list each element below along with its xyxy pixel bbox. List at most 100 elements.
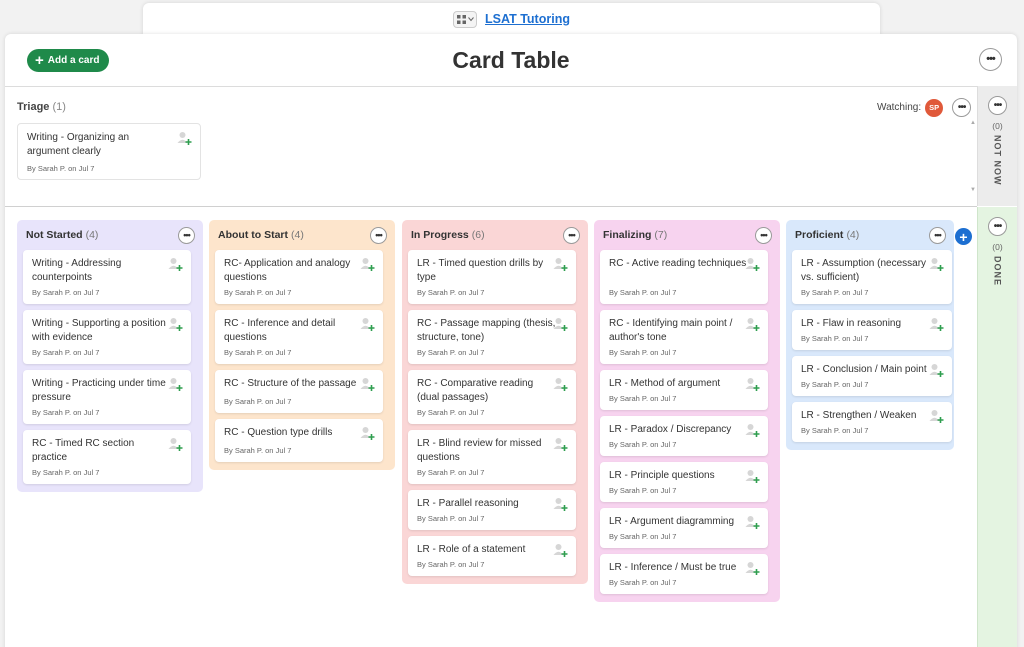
- card[interactable]: LR - Flaw in reasoning By Sarah P. on Jul…: [792, 310, 952, 350]
- card-title: RC- Application and analogy questions: [224, 258, 351, 283]
- add-assignee-icon[interactable]: [744, 376, 760, 392]
- scroll-up-arrow[interactable]: ▲: [970, 120, 976, 126]
- card[interactable]: Writing - Addressing counterpoints By Sar…: [23, 250, 191, 304]
- card-title: LR - Inference / Must be true: [609, 562, 737, 573]
- add-assignee-icon[interactable]: [744, 514, 760, 530]
- card[interactable]: RC - Question type drills By Sarah P. on …: [215, 419, 383, 462]
- card-title: Writing - Supporting a position with evi…: [32, 318, 166, 343]
- card[interactable]: RC - Active reading techniques By Sarah P…: [600, 250, 768, 304]
- not-now-label: NOT NOW: [992, 135, 1003, 186]
- watching-label: Watching:: [877, 102, 922, 113]
- add-assignee-icon[interactable]: [167, 256, 183, 272]
- add-assignee-icon[interactable]: [928, 256, 944, 272]
- column-count: (4): [846, 229, 860, 241]
- column-header: Not Started (4) •••: [23, 220, 197, 250]
- add-assignee-icon[interactable]: [744, 256, 760, 272]
- add-assignee-icon[interactable]: [744, 468, 760, 484]
- card[interactable]: LR - Blind review for missed questions By…: [408, 430, 576, 484]
- card-table-panel: + Add a card Card Table ••• Triage (1) W…: [5, 34, 1017, 647]
- add-card-button[interactable]: + Add a card: [27, 49, 110, 72]
- card[interactable]: Writing - Organizing an argument clearly…: [17, 123, 201, 180]
- card[interactable]: LR - Principle questions By Sarah P. on J…: [600, 462, 768, 502]
- card-title: RC - Passage mapping (thesis, structure,…: [417, 318, 556, 343]
- card[interactable]: RC - Identifying main point / author's t…: [600, 310, 768, 364]
- card-meta: By Sarah P. on Jul 7: [609, 440, 677, 449]
- not-now-options-button[interactable]: •••: [988, 96, 1007, 115]
- column-options-button[interactable]: •••: [178, 227, 195, 244]
- column-options-button[interactable]: •••: [755, 227, 772, 244]
- card[interactable]: LR - Role of a statement By Sarah P. on J…: [408, 536, 576, 576]
- add-assignee-icon[interactable]: [552, 436, 568, 452]
- card-meta: By Sarah P. on Jul 7: [609, 394, 677, 403]
- card[interactable]: LR - Argument diagramming By Sarah P. on …: [600, 508, 768, 548]
- options-button[interactable]: •••: [979, 48, 1002, 71]
- view-switcher-button[interactable]: [453, 10, 478, 28]
- add-assignee-icon[interactable]: [552, 496, 568, 512]
- card[interactable]: LR - Timed question drills by type By Sar…: [408, 250, 576, 304]
- card[interactable]: RC - Structure of the passage By Sarah P.…: [215, 370, 383, 413]
- add-assignee-icon[interactable]: [359, 425, 375, 441]
- card[interactable]: Writing - Supporting a position with evi…: [23, 310, 191, 364]
- card[interactable]: LR - Strengthen / Weaken By Sarah P. on J…: [792, 402, 952, 442]
- watching-indicator: Watching: SP •••: [877, 98, 972, 117]
- not-now-column[interactable]: ••• (0) NOT NOW: [977, 86, 1017, 206]
- card-meta: By Sarah P. on Jul 7: [417, 348, 485, 357]
- add-assignee-icon[interactable]: [552, 256, 568, 272]
- add-assignee-icon[interactable]: [744, 316, 760, 332]
- card[interactable]: RC - Passage mapping (thesis, structure,…: [408, 310, 576, 364]
- add-assignee-icon[interactable]: [552, 316, 568, 332]
- column-count: (4): [85, 229, 99, 241]
- add-assignee-icon[interactable]: [359, 256, 375, 272]
- add-assignee-icon[interactable]: [928, 362, 944, 378]
- card[interactable]: RC - Comparative reading (dual passages)…: [408, 370, 576, 424]
- project-tab: LSAT Tutoring: [143, 3, 880, 35]
- card-meta: By Sarah P. on Jul 7: [417, 288, 485, 297]
- card-meta: By Sarah P. on Jul 7: [609, 486, 677, 495]
- add-assignee-icon[interactable]: [167, 436, 183, 452]
- column-not-started: Not Started (4) ••• Writing - Addressing co…: [17, 220, 203, 492]
- plus-icon: +: [959, 228, 968, 245]
- triage-options-button[interactable]: •••: [952, 98, 972, 117]
- add-assignee-icon[interactable]: [167, 316, 183, 332]
- add-assignee-icon[interactable]: [167, 376, 183, 392]
- avatar[interactable]: SP: [925, 98, 944, 117]
- ellipsis-icon: •••: [375, 230, 383, 240]
- card-meta: By Sarah P. on Jul 7: [224, 446, 292, 455]
- column-options-button[interactable]: •••: [563, 227, 580, 244]
- ellipsis-icon: •••: [993, 99, 1002, 111]
- add-assignee-icon[interactable]: [176, 130, 192, 146]
- card[interactable]: LR - Inference / Must be true By Sarah P.…: [600, 554, 768, 594]
- chevron-down-icon: [467, 17, 474, 22]
- card[interactable]: RC- Application and analogy questions By …: [215, 250, 383, 304]
- add-assignee-icon[interactable]: [359, 316, 375, 332]
- column-options-button[interactable]: •••: [370, 227, 387, 244]
- add-assignee-icon[interactable]: [552, 542, 568, 558]
- add-assignee-icon[interactable]: [928, 316, 944, 332]
- card-title: Writing - Practicing under time pressure: [32, 378, 166, 403]
- column-options-button[interactable]: •••: [929, 227, 946, 244]
- page-title: Card Table: [452, 47, 570, 73]
- card[interactable]: LR - Parallel reasoning By Sarah P. on Ju…: [408, 490, 576, 530]
- add-assignee-icon[interactable]: [359, 376, 375, 392]
- add-column-button[interactable]: +: [955, 228, 972, 245]
- scroll-down-arrow[interactable]: ▼: [970, 187, 976, 193]
- card-title: RC - Question type drills: [224, 427, 333, 438]
- add-assignee-icon[interactable]: [552, 376, 568, 392]
- card[interactable]: LR - Assumption (necessary vs. sufficien…: [792, 250, 952, 304]
- card-title: RC - Structure of the passage: [224, 378, 357, 389]
- add-assignee-icon[interactable]: [928, 408, 944, 424]
- done-options-button[interactable]: •••: [988, 217, 1007, 236]
- card[interactable]: LR - Paradox / Discrepancy By Sarah P. on…: [600, 416, 768, 456]
- add-assignee-icon[interactable]: [744, 422, 760, 438]
- card[interactable]: Writing - Practicing under time pressure…: [23, 370, 191, 424]
- card[interactable]: LR - Method of argument By Sarah P. on Ju…: [600, 370, 768, 410]
- project-link[interactable]: LSAT Tutoring: [485, 12, 570, 26]
- add-assignee-icon[interactable]: [744, 560, 760, 576]
- card-meta: By Sarah P. on Jul 7: [27, 164, 95, 173]
- divider: [5, 86, 977, 87]
- card-title: RC - Comparative reading (dual passages): [417, 378, 534, 403]
- done-column[interactable]: ••• (0) DONE: [977, 207, 1017, 647]
- card[interactable]: RC - Timed RC section practice By Sarah P…: [23, 430, 191, 484]
- card[interactable]: LR - Conclusion / Main point By Sarah P. …: [792, 356, 952, 396]
- card[interactable]: RC - Inference and detail questions By Sa…: [215, 310, 383, 364]
